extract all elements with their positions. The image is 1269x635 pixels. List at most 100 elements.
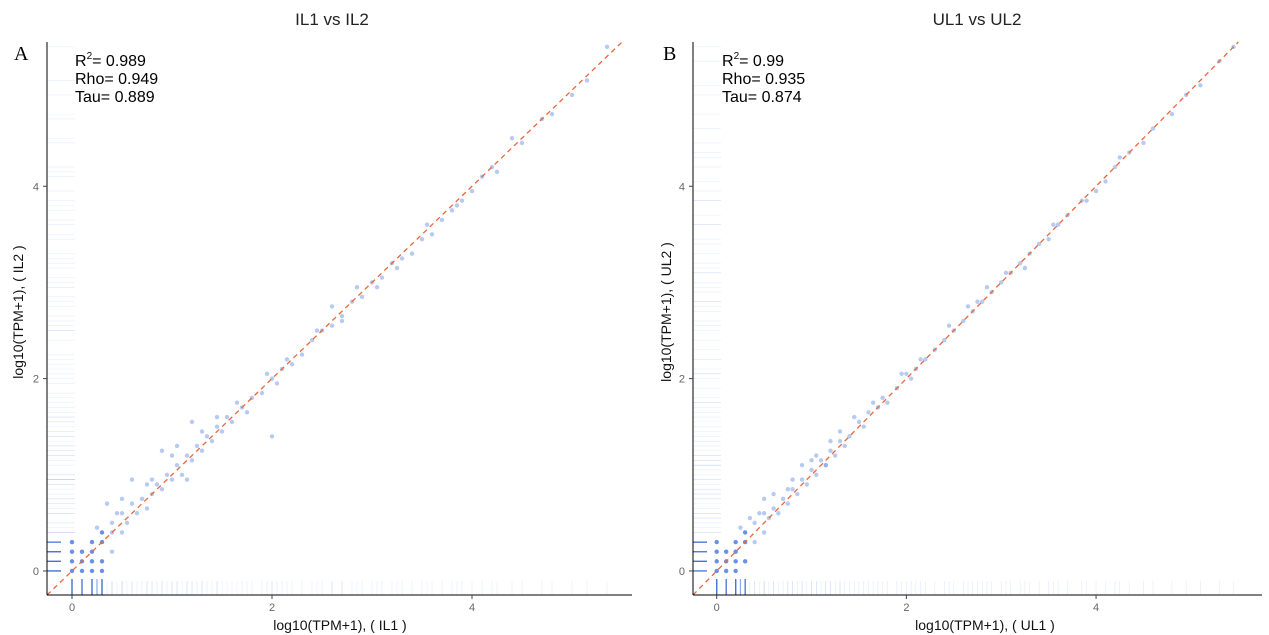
data-point — [119, 530, 125, 535]
data-point — [866, 410, 871, 415]
data-point — [761, 511, 767, 516]
y-tick-label: 0 — [679, 566, 685, 578]
data-point — [354, 285, 360, 290]
data-point — [723, 568, 729, 574]
data-point — [847, 434, 852, 439]
data-point — [771, 506, 776, 511]
data-point — [861, 424, 866, 429]
data-point — [214, 414, 220, 420]
stats-box: R2= 0.99 Rho= 0.935 Tau= 0.874 — [722, 51, 805, 106]
data-point — [733, 549, 738, 554]
data-point — [814, 453, 819, 458]
data-point — [1036, 241, 1042, 247]
x-rug — [71, 579, 608, 595]
data-point — [761, 496, 767, 502]
data-point — [159, 487, 165, 492]
data-point — [742, 530, 748, 535]
data-point — [780, 496, 786, 502]
data-point — [164, 472, 170, 477]
data-point — [1150, 126, 1156, 131]
data-point — [259, 390, 265, 396]
data-point — [1017, 261, 1023, 266]
data-point — [129, 501, 135, 506]
data-point — [194, 443, 200, 449]
data-point — [833, 453, 838, 458]
scatter-points — [69, 44, 610, 574]
data-point — [79, 568, 85, 574]
data-point — [604, 44, 610, 50]
y-tick-label: 4 — [679, 181, 685, 193]
data-point — [104, 501, 110, 506]
data-point — [114, 511, 120, 516]
chart-title: UL1 vs UL2 — [933, 10, 1022, 29]
data-point — [1003, 270, 1009, 276]
data-point — [818, 458, 824, 463]
data-point — [790, 477, 795, 482]
data-point — [409, 251, 415, 256]
data-point — [229, 419, 235, 425]
data-point — [961, 318, 966, 324]
data-point — [1051, 222, 1056, 227]
data-point — [795, 491, 800, 497]
data-point — [1117, 155, 1122, 160]
data-point — [314, 328, 320, 333]
data-point — [785, 487, 791, 492]
tau-stat: Tau= 0.874 — [722, 89, 802, 106]
r2-superscript: 2 — [87, 51, 93, 62]
r2-value: = 0.99 — [739, 53, 784, 70]
data-point — [459, 198, 465, 203]
data-point — [289, 361, 295, 367]
data-point — [69, 559, 75, 564]
data-point — [199, 448, 205, 453]
data-point — [733, 559, 738, 564]
data-point — [519, 140, 525, 146]
tau-stat: Tau= 0.889 — [75, 89, 155, 106]
data-point — [549, 111, 555, 117]
data-point — [189, 419, 195, 425]
x-tick-label: 0 — [69, 602, 75, 614]
r2-value: = 0.989 — [92, 53, 146, 70]
data-point — [742, 559, 748, 564]
data-point — [804, 482, 809, 487]
data-point — [1055, 222, 1061, 227]
data-point — [733, 539, 738, 545]
data-point — [752, 520, 757, 526]
data-point — [904, 371, 909, 376]
data-point — [1093, 188, 1099, 194]
r2-letter: R — [722, 53, 734, 70]
x-tick-label: 4 — [1093, 602, 1099, 614]
data-point — [965, 304, 971, 309]
r2-letter: R — [75, 53, 87, 70]
data-point — [809, 467, 814, 473]
y-tick-label: 2 — [33, 374, 39, 386]
data-point — [918, 357, 923, 362]
x-axis-label: log10(TPM+1), ( UL1 ) — [915, 617, 1055, 633]
data-point — [99, 568, 105, 574]
data-point — [509, 135, 515, 141]
data-point — [771, 491, 776, 497]
r2-superscript: 2 — [734, 51, 740, 62]
y-axis-label: log10(TPM+1), ( IL2 ) — [10, 245, 26, 378]
data-point — [99, 559, 105, 564]
data-point — [747, 515, 753, 521]
panel-label: B — [663, 43, 676, 65]
panel-b: B UL1 vs UL2 log10(TPM+1), ( UL1 ) log10… — [658, 10, 1262, 633]
data-point — [752, 539, 757, 545]
reference-line — [46, 41, 623, 596]
data-point — [179, 472, 185, 477]
rho-stat: Rho= 0.949 — [75, 71, 158, 88]
data-point — [184, 453, 190, 458]
data-point — [1046, 236, 1051, 242]
scatter-points — [714, 44, 1236, 574]
data-point — [1169, 111, 1175, 117]
data-point — [109, 520, 115, 526]
panel-label: A — [14, 43, 29, 65]
data-point — [169, 477, 175, 482]
data-point — [733, 568, 738, 574]
data-point — [224, 414, 230, 420]
y-tick-label: 2 — [679, 374, 685, 386]
data-point — [119, 511, 125, 516]
data-point — [880, 395, 885, 401]
data-point — [790, 487, 795, 492]
